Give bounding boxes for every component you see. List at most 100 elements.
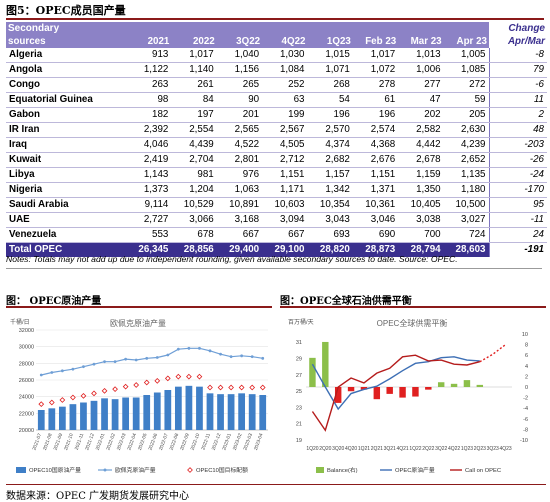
quota-marker — [154, 377, 161, 384]
bar — [143, 395, 151, 430]
bar — [227, 394, 235, 430]
x-tick-label: 2022-03 — [116, 432, 128, 451]
y-tick-label: 30000 — [19, 345, 34, 351]
row-value: 700 — [398, 227, 444, 243]
header-change-sub: Apr/Mar — [489, 35, 547, 48]
bar — [217, 394, 224, 430]
row-change: 24 — [489, 227, 547, 243]
header-col: 2021 — [147, 36, 170, 47]
x-tick-label: 4Q21 — [396, 446, 408, 452]
bar — [69, 404, 77, 430]
y-tick-label: 25 — [296, 389, 302, 395]
quota-marker — [228, 384, 234, 391]
right-panel-title: 图：OPEC全球石油供需平衡 — [280, 292, 546, 308]
balance-bar — [476, 384, 484, 387]
header-secondary: Secondary — [8, 23, 60, 34]
chart-title: 欧佩克原油产量 — [110, 318, 166, 328]
row-value: 3,046 — [352, 212, 399, 228]
row-value: 1,151 — [262, 167, 308, 183]
row-value: 693 — [307, 227, 353, 243]
row-change: -8 — [489, 48, 547, 63]
row-value: 2,419 — [126, 152, 172, 168]
x-tick-label: 2022-11 — [200, 432, 212, 451]
quota-marker — [133, 382, 140, 388]
table-row: Equatorial Guinea 98 84 90 63 54 61 47 59 11 — [6, 92, 547, 108]
line-point — [219, 352, 222, 356]
row-value: 2,574 — [352, 122, 399, 138]
quota-marker — [175, 373, 182, 380]
row-value: 1,084 — [262, 62, 308, 78]
quota-marker — [259, 384, 266, 391]
left-panel-title: 图： OPEC原油产量 — [6, 292, 272, 308]
x-tick-label: 2Q23 — [474, 446, 486, 452]
y2-tick-label: 8 — [525, 343, 528, 349]
header-col: 3Q22 — [236, 36, 261, 47]
table-row: Gabon 182 197 201 199 196 196 202 205 2 — [6, 107, 547, 123]
row-value: 2,801 — [216, 152, 263, 168]
row-value: 196 — [307, 107, 353, 123]
table-row: IR Iran 2,392 2,554 2,565 2,567 2,570 2,574 2,5… — [6, 122, 547, 138]
x-tick-label: 2022-02 — [105, 432, 117, 451]
line-point — [103, 360, 106, 364]
figure-5-title: 图5：OPEC成员国产量 — [6, 2, 544, 20]
y2-tick-label: -8 — [523, 427, 528, 433]
x-tick-label: 1Q20 — [306, 446, 318, 452]
quota-marker — [207, 384, 213, 391]
row-name: IR Iran — [6, 122, 126, 138]
balance-bar — [309, 357, 316, 387]
row-value: 98 — [126, 92, 172, 108]
row-change: -203 — [489, 137, 547, 153]
x-tick-label: 2022-10 — [190, 432, 202, 451]
table-row: Iraq 4,046 4,439 4,522 4,505 4,374 4,368 4,442 4… — [6, 137, 547, 153]
y-tick-label: 23 — [296, 405, 302, 411]
line-point — [155, 356, 159, 359]
row-value: 1,342 — [307, 182, 353, 198]
opec-supply-demand-balance-chart: 百万桶/天 OPEC全球供需平衡 19 21 23 25 27 29 31 -10 -8 -6 -4 -2… — [280, 312, 546, 482]
row-value: 1,204 — [171, 182, 217, 198]
line-point — [187, 346, 191, 350]
quota-marker — [70, 394, 76, 401]
row-value: 10,361 — [352, 197, 399, 213]
row-value: 1,040 — [216, 48, 263, 63]
row-value: 10,529 — [171, 197, 217, 213]
row-value: 277 — [398, 77, 444, 93]
row-value: 3,094 — [262, 212, 308, 228]
row-value: 1,030 — [262, 48, 308, 63]
row-value: 724 — [443, 227, 490, 243]
row-value: 1,180 — [443, 182, 490, 198]
row-value: 201 — [216, 107, 263, 123]
total-row: Total OPEC 26,345 28,856 29,400 29,100 28,820… — [6, 242, 547, 257]
bar — [90, 400, 98, 430]
row-value: 1,171 — [262, 182, 308, 198]
y2-tick-label: 4 — [525, 364, 528, 370]
row-value: 54 — [307, 92, 353, 108]
quota-marker — [143, 379, 150, 386]
y2-tick-label: -10 — [520, 438, 528, 444]
x-tick-label: 2022-06 — [147, 432, 159, 451]
table-row: Libya 1,143 981 976 1,151 1,157 1,151 1,159 1,13… — [6, 167, 547, 183]
x-tick-label: 2021-08 — [42, 432, 54, 451]
row-value: 2,567 — [262, 122, 308, 138]
row-value: 1,371 — [352, 182, 399, 198]
opec-production-table: Secondary Change sources 2021 2022 3Q22 … — [6, 22, 547, 257]
y2-tick-label: -6 — [523, 417, 528, 423]
row-value: 2,676 — [352, 152, 399, 168]
quota-marker — [101, 387, 108, 394]
row-change: 2 — [489, 107, 547, 123]
table-row: Nigeria 1,373 1,204 1,063 1,171 1,342 1,371 1,3… — [6, 182, 547, 198]
row-value: 1,006 — [398, 62, 444, 78]
x-tick-label: 2023-02 — [232, 432, 244, 451]
bar — [48, 408, 56, 430]
chart-title: OPEC全球供需平衡 — [377, 318, 448, 328]
row-value: 3,168 — [216, 212, 263, 228]
line-point — [134, 358, 138, 362]
row-value: 2,678 — [398, 152, 444, 168]
row-value: 2,712 — [262, 152, 308, 168]
row-value: 252 — [262, 77, 308, 93]
line-point — [229, 355, 233, 359]
row-value: 1,159 — [398, 167, 444, 183]
x-tick-label: 2021-09 — [53, 432, 65, 451]
x-tick-label: 2022-12 — [211, 432, 223, 451]
row-value: 553 — [126, 227, 172, 243]
balance-bar — [450, 383, 458, 387]
